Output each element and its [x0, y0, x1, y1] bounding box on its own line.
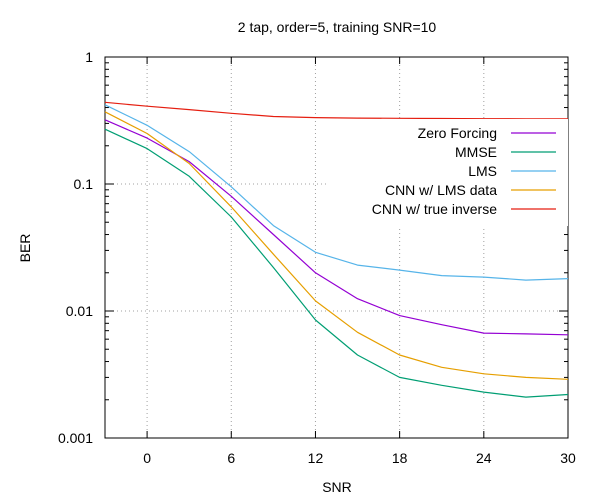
y-axis-label: BER [17, 234, 33, 263]
series-line-mmse [104, 128, 569, 398]
axis-ticks: 0 6 12 18 24 30 0.001 0.01 0.1 1 [58, 49, 576, 466]
x-tick-label: 30 [560, 450, 576, 466]
series-line-zero-forcing [104, 119, 569, 336]
series-line-cnn-w-lms-data [104, 111, 569, 380]
y-tick-label: 1 [85, 49, 93, 65]
x-tick-label: 24 [476, 450, 492, 466]
x-tick-label: 6 [227, 450, 235, 466]
x-tick-label: 0 [143, 450, 151, 466]
legend-label: LMS [468, 163, 497, 179]
legend-label: Zero Forcing [418, 125, 497, 141]
chart-title: 2 tap, order=5, training SNR=10 [238, 19, 437, 35]
series-line-cnn-w-true-inverse [104, 101, 568, 120]
grid [105, 57, 568, 438]
legend-background [328, 119, 568, 226]
x-axis-label: SNR [322, 479, 352, 495]
plot-frame [104, 56, 569, 439]
legend-label: MMSE [455, 144, 497, 160]
y-tick-label: 0.01 [66, 303, 93, 319]
series-line-lms [104, 104, 569, 281]
series-lines [104, 101, 569, 398]
legend-label: CNN w/ LMS data [385, 182, 497, 198]
y-tick-label: 0.001 [58, 430, 93, 446]
y-tick-label: 0.1 [74, 176, 94, 192]
legend-label: CNN w/ true inverse [372, 201, 497, 217]
legend: Zero Forcing MMSE LMS CNN w/ LMS data CNN w/… [328, 119, 568, 226]
x-tick-label: 12 [308, 450, 324, 466]
x-tick-label: 18 [392, 450, 408, 466]
